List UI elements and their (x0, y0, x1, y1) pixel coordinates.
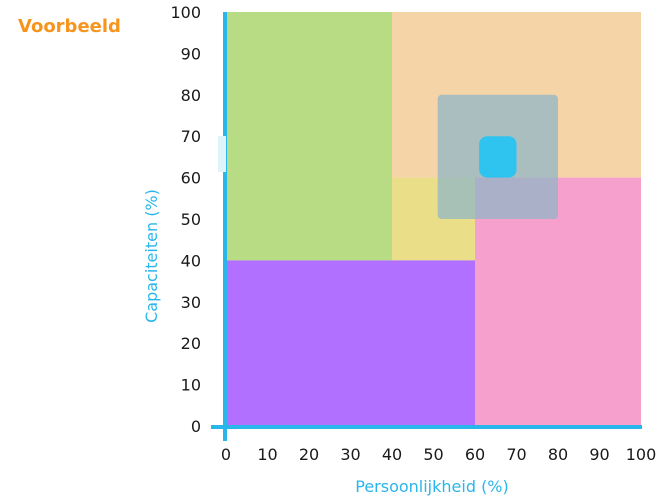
x-tick-label: 20 (299, 445, 319, 464)
x-axis-label: Persoonlijkheid (%) (355, 477, 509, 496)
x-tick-label: 80 (548, 445, 568, 464)
y-tick-label: 80 (181, 86, 201, 105)
y-tick-label: 50 (181, 210, 201, 229)
y-tick-label: 30 (181, 293, 201, 312)
chart-overlays (437, 94, 558, 219)
x-tick-label: 30 (340, 445, 360, 464)
x-tick-label: 50 (423, 445, 443, 464)
y-tick-label: 10 (181, 376, 201, 395)
x-tick-label: 100 (626, 445, 657, 464)
x-tick-label: 60 (465, 445, 485, 464)
y-axis-ghost-marker (218, 136, 226, 172)
y-tick-label: 20 (181, 334, 201, 353)
region-4 (226, 260, 475, 426)
y-tick-label: 40 (181, 251, 201, 270)
x-tick-label: 90 (589, 445, 609, 464)
y-tick-label: 100 (170, 3, 201, 22)
y-tick-label: 0 (191, 417, 201, 436)
x-tick-labels: 0 10 20 30 40 50 60 70 80 90 100 (221, 445, 656, 464)
x-tick-label: 10 (257, 445, 277, 464)
chart-title: Voorbeeld (18, 16, 121, 37)
x-tick-label: 40 (382, 445, 402, 464)
y-tick-label: 90 (181, 44, 201, 63)
region-0 (226, 12, 392, 261)
y-tick-label: 60 (181, 169, 201, 188)
y-axis-label: Capaciteiten (%) (142, 189, 161, 323)
chart-regions (226, 12, 641, 426)
y-tick-label: 70 (181, 127, 201, 146)
y-tick-labels: 0 10 20 30 40 50 60 70 80 90 100 (170, 3, 201, 436)
chart-axes (211, 12, 642, 441)
x-tick-label: 0 (221, 445, 231, 464)
result-marker (479, 136, 517, 178)
x-tick-label: 70 (506, 445, 526, 464)
